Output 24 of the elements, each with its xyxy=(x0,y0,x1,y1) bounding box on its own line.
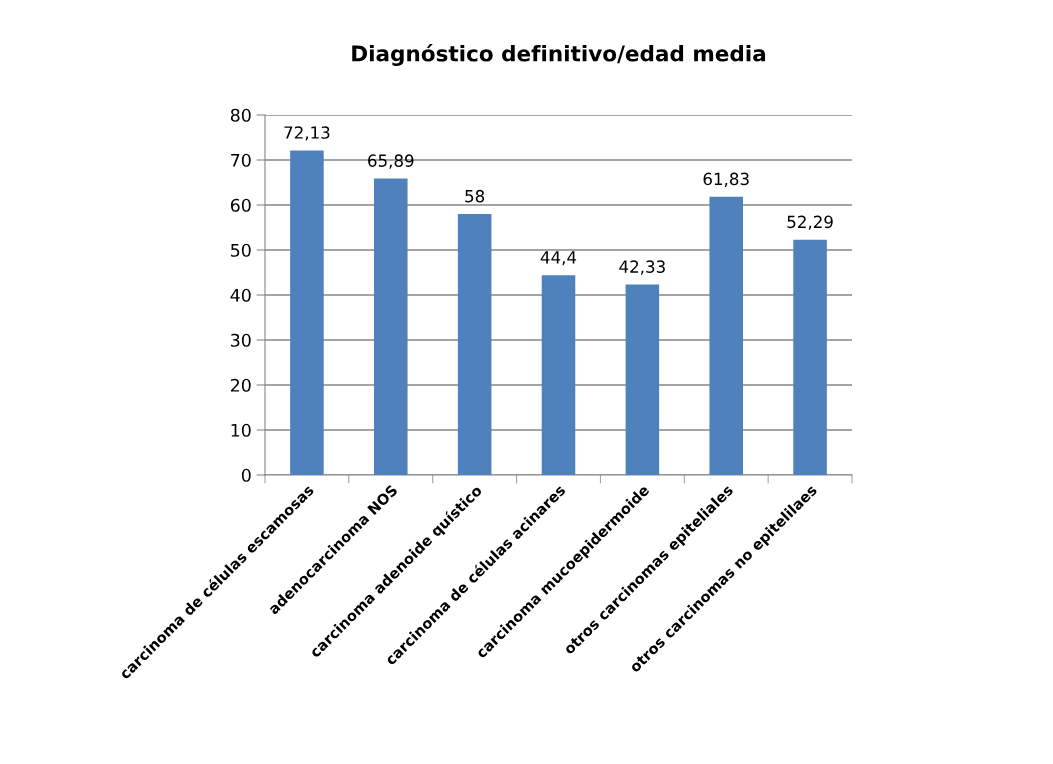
y-tick-label: 40 xyxy=(230,288,251,302)
y-tick-label: 30 xyxy=(231,333,251,347)
y-tick-label: 10 xyxy=(231,423,251,437)
y-tick-label: 60 xyxy=(230,198,251,212)
bar xyxy=(793,239,827,475)
data-label: 58 xyxy=(465,189,485,203)
data-label: 44,4 xyxy=(540,251,577,266)
bar xyxy=(709,196,743,475)
data-label: 52,29 xyxy=(787,215,833,230)
data-label: 72,13 xyxy=(284,126,330,141)
bar xyxy=(541,275,576,475)
bar xyxy=(290,150,324,475)
bar xyxy=(457,214,492,475)
y-tick-label: 0 xyxy=(241,468,251,482)
bar xyxy=(374,178,408,475)
data-label: 65,89 xyxy=(368,154,414,169)
y-tick-label: 80 xyxy=(230,108,251,122)
data-label: 42,33 xyxy=(619,260,665,275)
y-tick-label: 20 xyxy=(230,378,251,392)
data-label: 61,83 xyxy=(703,172,749,187)
y-tick-label: 50 xyxy=(231,243,251,257)
y-tick-label: 70 xyxy=(231,153,251,167)
chart-title: Diagnóstico definitivo/edad media xyxy=(352,44,766,66)
bar xyxy=(625,284,660,475)
